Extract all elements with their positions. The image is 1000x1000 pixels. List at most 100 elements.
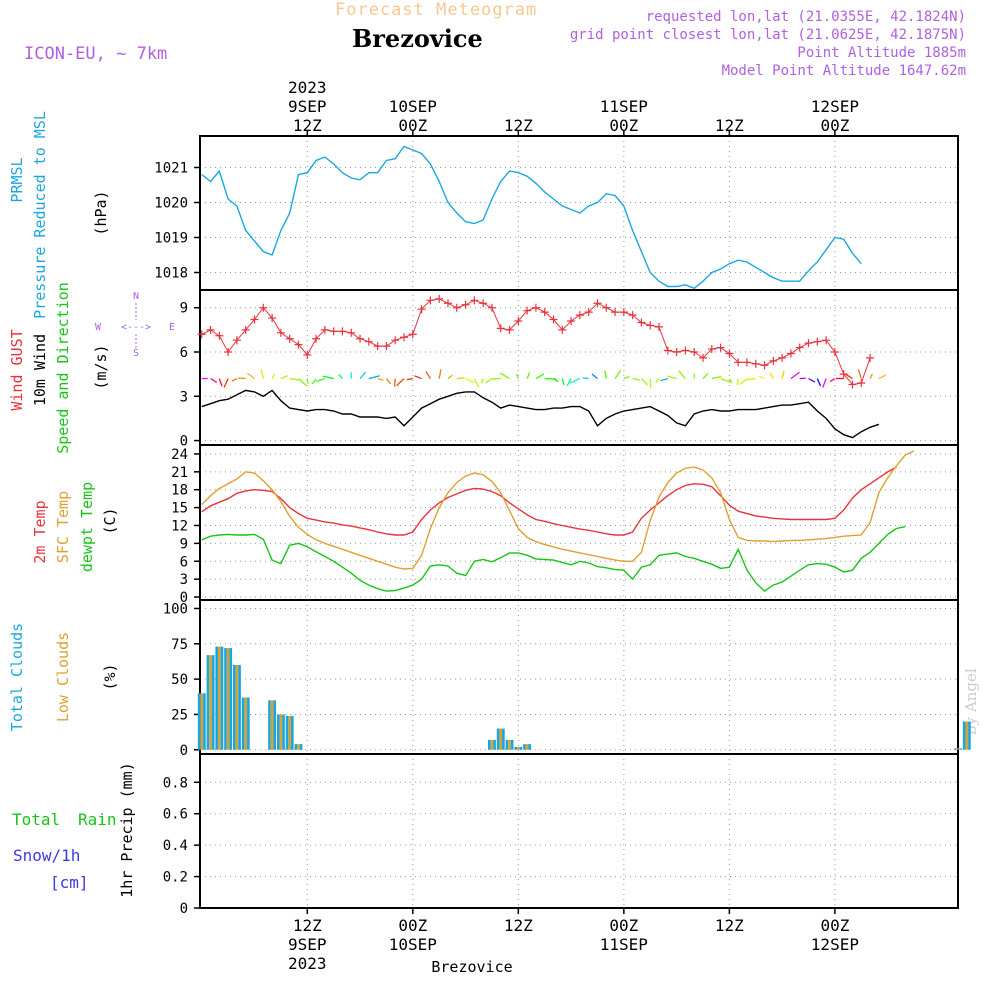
wind-gust-point bbox=[567, 317, 576, 325]
total-cloud-bar bbox=[232, 664, 236, 750]
top-year-label: 2023 bbox=[288, 78, 327, 97]
clouds-bars bbox=[197, 646, 971, 750]
wind-arrow bbox=[485, 378, 493, 384]
wind-arrow bbox=[649, 378, 652, 389]
wind-gust-point bbox=[584, 308, 593, 317]
wind-arrow bbox=[822, 378, 827, 388]
wind-gust-point bbox=[505, 325, 514, 334]
y-tick-label: 0.8 bbox=[163, 775, 188, 791]
wind-gust-point bbox=[769, 356, 778, 365]
wind-gust-point bbox=[602, 303, 611, 312]
wind-gust-point bbox=[391, 336, 400, 345]
wind-gust-point bbox=[716, 343, 725, 352]
wind-arrow bbox=[246, 372, 255, 380]
wind-gust-point bbox=[822, 336, 831, 345]
wind-arrow bbox=[456, 377, 465, 380]
y-tick-label: 6 bbox=[180, 554, 188, 570]
wind-arrow bbox=[728, 378, 733, 384]
low-cloud-bar bbox=[209, 655, 212, 750]
y-tick-label: 9 bbox=[180, 536, 188, 552]
wind-gust-point bbox=[619, 308, 628, 317]
wind-arrow bbox=[393, 378, 396, 387]
total-cloud-bar bbox=[487, 739, 491, 750]
wind-arrow bbox=[315, 377, 326, 383]
total-cloud-bar-b bbox=[502, 728, 505, 750]
y-tick-label: 3 bbox=[180, 389, 188, 405]
bottom-time-label: 12Z bbox=[504, 916, 533, 935]
wind-gust-point bbox=[698, 353, 707, 362]
wind-gust-point bbox=[593, 299, 602, 308]
total-cloud-bar-b bbox=[528, 744, 532, 750]
wind-arrow bbox=[667, 375, 677, 380]
wind-arrow bbox=[769, 372, 774, 379]
total-clouds-label: Total Clouds bbox=[8, 623, 26, 731]
wind-arrow bbox=[660, 377, 668, 382]
wind-gust-point bbox=[338, 327, 347, 336]
y-tick-label: 15 bbox=[171, 501, 188, 517]
low-cloud-bar bbox=[956, 748, 960, 750]
wind-arrow bbox=[829, 378, 836, 383]
wind-gust-point bbox=[637, 318, 646, 327]
wind-gust-point bbox=[241, 325, 250, 334]
top-time-label: 9SEP bbox=[288, 97, 327, 116]
wind-gust-point bbox=[558, 325, 567, 334]
wind-gust-point bbox=[329, 327, 338, 336]
wind-arrow bbox=[306, 378, 309, 384]
y-tick-label: 6 bbox=[180, 345, 188, 361]
wind-gust-point bbox=[646, 321, 655, 330]
wind-gust-point bbox=[364, 337, 373, 346]
wind-gust-point bbox=[250, 315, 259, 324]
wind-gust-point bbox=[866, 353, 875, 362]
snow-unit-label: [cm] bbox=[50, 873, 89, 892]
temp-dewpt-line bbox=[201, 526, 906, 592]
wind-gust-point bbox=[373, 342, 382, 351]
point-altitude: Point Altitude 1885m bbox=[797, 45, 966, 61]
wind-arrow bbox=[210, 378, 218, 384]
top-time-label: 00Z bbox=[820, 116, 849, 135]
wind-arrow bbox=[553, 378, 559, 383]
wind-arrow bbox=[298, 378, 307, 387]
wind-arrow bbox=[526, 372, 531, 379]
wind-arrow bbox=[655, 378, 660, 384]
temp-dewpt-label: dewpt Temp bbox=[78, 482, 96, 572]
total-cloud-bar-b bbox=[273, 700, 277, 750]
wind-arrow bbox=[438, 369, 442, 379]
wind-gust-point bbox=[294, 340, 303, 349]
total-cloud-bar-b bbox=[229, 648, 233, 750]
low-cloud-bar bbox=[499, 728, 503, 750]
y-tick-label: 100 bbox=[163, 601, 188, 617]
wind-gust-line bbox=[201, 298, 871, 386]
snow-label: Snow/1h bbox=[13, 846, 80, 865]
wind-arrow bbox=[280, 375, 289, 380]
wind-arrow bbox=[678, 370, 686, 379]
bottom-time-label: 10SEP bbox=[389, 935, 437, 954]
total-cloud-bar-b bbox=[510, 739, 514, 750]
wind-arrow bbox=[566, 378, 572, 387]
low-cloud-bar bbox=[965, 721, 969, 750]
wind-gust-point bbox=[813, 337, 822, 346]
y-tick-label: 1018 bbox=[154, 266, 188, 282]
bottom-time-label: 12Z bbox=[293, 916, 322, 935]
wind-arrow bbox=[223, 378, 229, 388]
wind-arrow bbox=[515, 373, 519, 379]
wind-10m-label: 10m Wind bbox=[31, 334, 49, 406]
wind-gust-point bbox=[224, 348, 233, 356]
wind-gust-point bbox=[452, 303, 461, 312]
wind-gust-point bbox=[435, 294, 444, 303]
wind-gust-point bbox=[197, 330, 206, 339]
panel-frame bbox=[199, 753, 959, 909]
wind-arrow bbox=[237, 377, 246, 380]
wind-arrow bbox=[271, 373, 276, 379]
total-cloud-bar-b bbox=[247, 697, 250, 750]
wind-arrow bbox=[758, 375, 765, 380]
y-tick-label: 9 bbox=[180, 301, 188, 317]
y-tick-label: 50 bbox=[171, 672, 188, 688]
bottom-time-label: 00Z bbox=[398, 916, 427, 935]
low-cloud-bar bbox=[235, 664, 239, 750]
wind-gust-point bbox=[857, 379, 866, 387]
wind-arrow bbox=[591, 373, 598, 380]
total-cloud-bar-b bbox=[211, 655, 215, 750]
y-tick-label: 12 bbox=[171, 518, 188, 534]
top-time-label: 11SEP bbox=[600, 97, 648, 116]
